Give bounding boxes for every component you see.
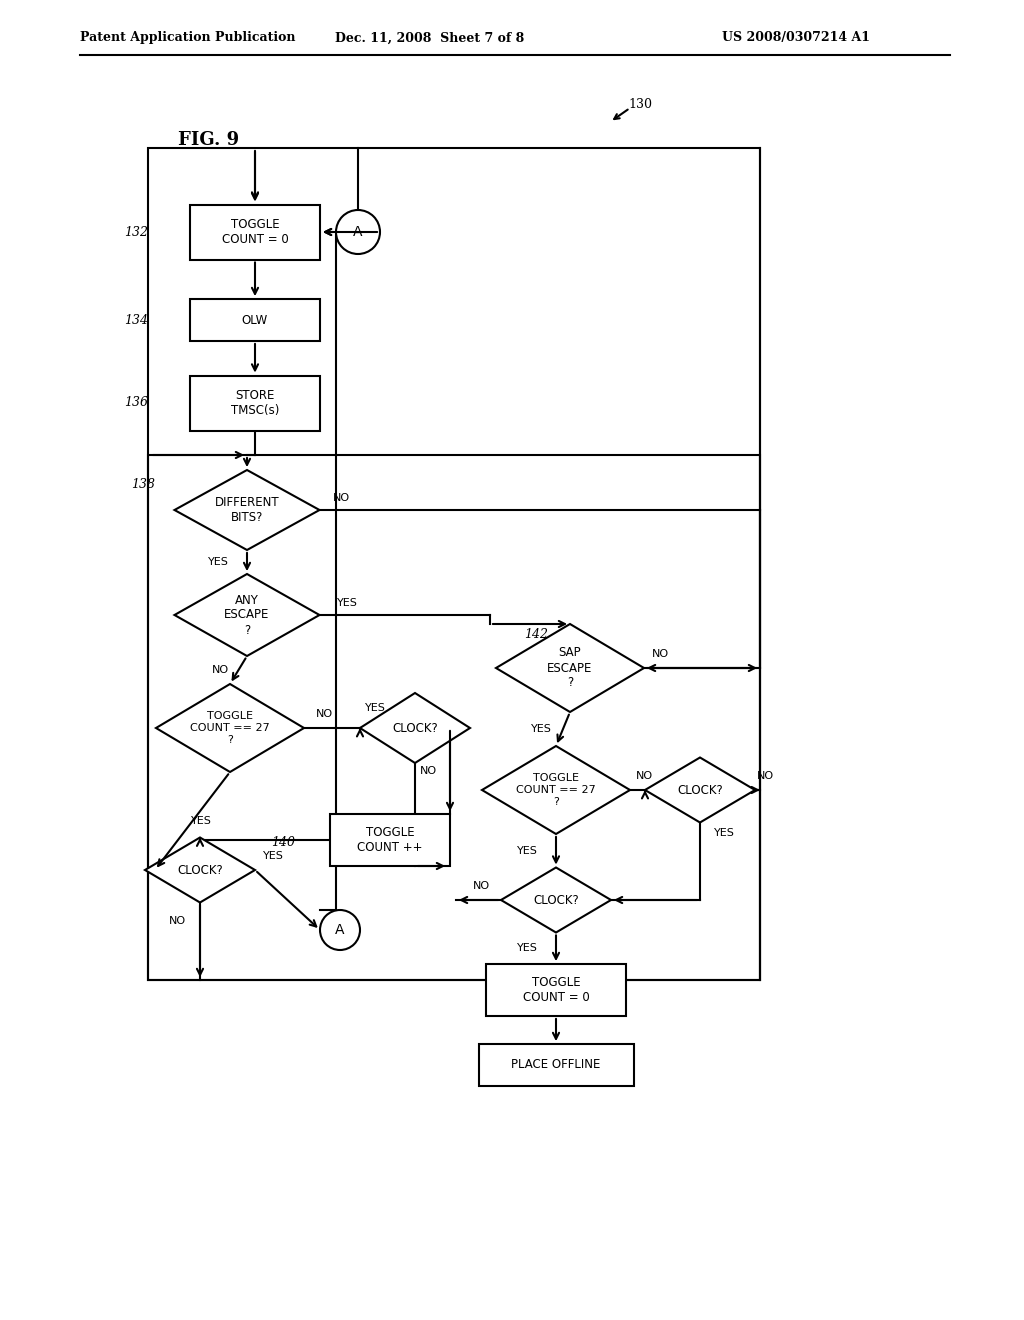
Text: STORE
TMSC(s): STORE TMSC(s) xyxy=(230,389,280,417)
Text: 138: 138 xyxy=(131,479,155,491)
Polygon shape xyxy=(501,867,611,932)
Polygon shape xyxy=(645,758,755,822)
Text: SAP
ESCAPE
?: SAP ESCAPE ? xyxy=(547,647,593,689)
Text: YES: YES xyxy=(208,557,229,568)
Text: 134: 134 xyxy=(124,314,148,326)
Text: NO: NO xyxy=(420,766,437,776)
Bar xyxy=(486,964,626,1016)
Text: CLOCK?: CLOCK? xyxy=(177,863,223,876)
Text: CLOCK?: CLOCK? xyxy=(677,784,723,796)
Text: PLACE OFFLINE: PLACE OFFLINE xyxy=(511,1059,601,1072)
Text: ANY
ESCAPE
?: ANY ESCAPE ? xyxy=(224,594,269,636)
Text: TOGGLE
COUNT == 27
?: TOGGLE COUNT == 27 ? xyxy=(190,711,270,744)
Text: TOGGLE
COUNT ++: TOGGLE COUNT ++ xyxy=(357,826,423,854)
Text: 132: 132 xyxy=(124,226,148,239)
Text: 142: 142 xyxy=(524,628,548,642)
Text: YES: YES xyxy=(714,828,735,837)
Polygon shape xyxy=(174,470,319,550)
Polygon shape xyxy=(482,746,630,834)
Text: OLW: OLW xyxy=(242,314,268,326)
Text: NO: NO xyxy=(472,880,489,891)
Polygon shape xyxy=(496,624,644,711)
Text: 136: 136 xyxy=(124,396,148,409)
Text: NO: NO xyxy=(651,649,669,659)
Text: YES: YES xyxy=(517,846,538,855)
Text: FIG. 9: FIG. 9 xyxy=(178,131,240,149)
Text: TOGGLE
COUNT == 27
?: TOGGLE COUNT == 27 ? xyxy=(516,774,596,807)
Text: YES: YES xyxy=(191,816,212,826)
Text: NO: NO xyxy=(757,771,773,781)
Text: Patent Application Publication: Patent Application Publication xyxy=(80,32,296,45)
Text: 140: 140 xyxy=(271,837,295,850)
Circle shape xyxy=(336,210,380,253)
Text: TOGGLE
COUNT = 0: TOGGLE COUNT = 0 xyxy=(221,218,289,246)
Polygon shape xyxy=(145,837,255,903)
Bar xyxy=(478,1044,634,1086)
Text: DIFFERENT
BITS?: DIFFERENT BITS? xyxy=(215,496,280,524)
Text: YES: YES xyxy=(531,723,552,734)
Text: YES: YES xyxy=(517,944,538,953)
Text: A: A xyxy=(335,923,345,937)
Text: YES: YES xyxy=(263,851,284,861)
Polygon shape xyxy=(156,684,304,772)
Bar xyxy=(190,375,319,430)
Bar xyxy=(330,814,450,866)
Text: YES: YES xyxy=(365,704,386,713)
Circle shape xyxy=(319,909,360,950)
Polygon shape xyxy=(174,574,319,656)
Text: A: A xyxy=(353,224,362,239)
Text: NO: NO xyxy=(333,492,350,503)
Bar xyxy=(190,205,319,260)
Text: NO: NO xyxy=(636,771,652,781)
Bar xyxy=(148,455,760,979)
Text: CLOCK?: CLOCK? xyxy=(534,894,579,907)
Text: Dec. 11, 2008  Sheet 7 of 8: Dec. 11, 2008 Sheet 7 of 8 xyxy=(336,32,524,45)
Text: 130: 130 xyxy=(628,99,652,111)
Text: YES: YES xyxy=(337,598,358,609)
Text: NO: NO xyxy=(212,665,229,675)
Text: TOGGLE
COUNT = 0: TOGGLE COUNT = 0 xyxy=(522,975,590,1005)
Polygon shape xyxy=(360,693,470,763)
Text: US 2008/0307214 A1: US 2008/0307214 A1 xyxy=(722,32,870,45)
Text: CLOCK?: CLOCK? xyxy=(392,722,438,734)
Text: NO: NO xyxy=(315,709,333,719)
Bar xyxy=(148,148,760,979)
Bar xyxy=(190,300,319,341)
Text: NO: NO xyxy=(169,916,186,925)
